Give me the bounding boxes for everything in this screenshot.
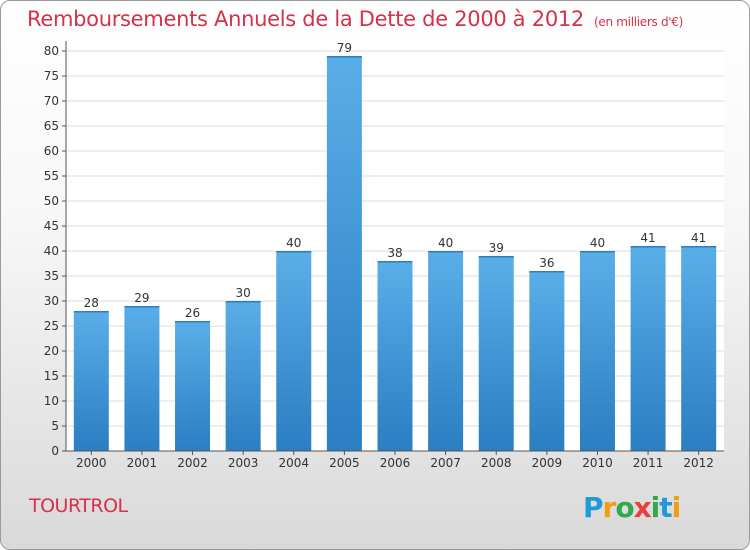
bar-top-edge [529, 271, 565, 273]
data-label: 41 [640, 231, 655, 245]
x-tick-label: 2001 [127, 456, 158, 470]
bar-top-edge [681, 246, 717, 248]
bar [428, 251, 464, 451]
bars: 28 29 26 30 40 79 38 40 39 36 40 41 41 [73, 41, 717, 451]
y-tick-label: 60 [44, 144, 59, 158]
bar [326, 56, 362, 451]
bar-top-edge [276, 251, 312, 253]
x-tick-label: 2000 [76, 456, 107, 470]
x-tick-label: 2008 [481, 456, 512, 470]
bar [579, 251, 615, 451]
x-tick-label: 2009 [532, 456, 563, 470]
bar-top-edge [428, 251, 464, 253]
data-label: 40 [286, 236, 301, 250]
y-tick-label: 25 [44, 319, 59, 333]
chart-title-text: Remboursements Annuels de la Dette de 20… [27, 7, 584, 31]
y-tick-label: 75 [44, 69, 59, 83]
y-tick-label: 35 [44, 269, 59, 283]
bar-top-edge [478, 256, 514, 258]
data-label: 28 [84, 296, 99, 310]
data-label: 39 [489, 241, 504, 255]
bar [529, 271, 565, 451]
y-tick-label: 0 [51, 444, 59, 458]
bar [276, 251, 312, 451]
proxiti-logo: Proxiti [583, 491, 681, 524]
axes: 0 5 10 15 20 25 30 35 40 45 50 55 60 65 70 75 80 2000 2001… [44, 41, 724, 470]
bar-top-edge [225, 301, 261, 303]
y-tick-label: 65 [44, 119, 59, 133]
bar-top-edge [73, 311, 109, 313]
y-tick-label: 40 [44, 244, 59, 258]
bar [478, 256, 514, 451]
data-label: 36 [539, 256, 554, 270]
y-tick-label: 50 [44, 194, 59, 208]
y-tick-label: 15 [44, 369, 59, 383]
data-label: 29 [134, 291, 149, 305]
bar-top-edge [124, 306, 160, 308]
location-label: TOURTROL [29, 495, 128, 517]
data-label: 30 [236, 286, 251, 300]
y-tick-label: 55 [44, 169, 59, 183]
data-label: 38 [387, 246, 402, 260]
x-tick-label: 2010 [582, 456, 613, 470]
data-label: 41 [691, 231, 706, 245]
bar [73, 311, 109, 451]
bar-top-edge [326, 56, 362, 58]
x-tick-label: 2012 [683, 456, 714, 470]
bar [175, 321, 211, 451]
x-tick-label: 2003 [228, 456, 259, 470]
y-tick-label: 80 [44, 44, 59, 58]
svg-text:Proxiti: Proxiti [583, 491, 680, 524]
x-tick-label: 2007 [430, 456, 461, 470]
x-tick-label: 2006 [380, 456, 411, 470]
bar-top-edge [175, 321, 211, 323]
y-tick-label: 20 [44, 344, 59, 358]
bar [681, 246, 717, 451]
data-label: 40 [438, 236, 453, 250]
bar-top-edge [579, 251, 615, 253]
y-tick-label: 10 [44, 394, 59, 408]
bar [225, 301, 261, 451]
x-tick-label: 2004 [278, 456, 309, 470]
bar-top-edge [630, 246, 666, 248]
x-tick-label: 2002 [177, 456, 208, 470]
y-tick-label: 45 [44, 219, 59, 233]
x-tick-label: 2005 [329, 456, 360, 470]
y-tick-label: 70 [44, 94, 59, 108]
bar [124, 306, 160, 451]
data-label: 79 [337, 41, 352, 55]
data-label: 40 [590, 236, 605, 250]
chart-unit: (en milliers d'€) [594, 15, 684, 29]
y-tick-label: 5 [51, 419, 59, 433]
x-tick-label: 2011 [633, 456, 664, 470]
bar-top-edge [377, 261, 413, 263]
bar [630, 246, 666, 451]
chart-title: Remboursements Annuels de la Dette de 20… [27, 7, 683, 31]
bar [377, 261, 413, 451]
y-tick-label: 30 [44, 294, 59, 308]
data-label: 26 [185, 306, 200, 320]
